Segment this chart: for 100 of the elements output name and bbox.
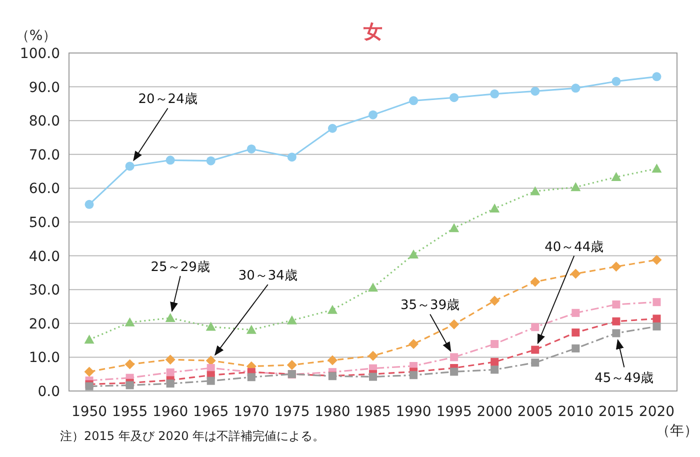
point: [490, 358, 499, 366]
point: [166, 156, 175, 165]
point: [206, 156, 216, 166]
point: [327, 304, 338, 314]
y-tick-label: 70.0: [28, 147, 60, 164]
point: [84, 366, 94, 377]
point: [368, 282, 378, 292]
point: [571, 84, 580, 93]
point: [206, 322, 216, 331]
x-tick-label: 1995: [436, 404, 472, 420]
x-tick-label: 1965: [193, 404, 229, 420]
point: [612, 329, 620, 338]
y-axis-title: （%）: [15, 28, 57, 44]
chart-title: 女: [362, 21, 382, 43]
x-tick-label: 2020: [638, 404, 675, 420]
point: [531, 323, 540, 332]
point: [531, 346, 540, 354]
point: [572, 308, 580, 317]
point: [572, 344, 580, 352]
point: [449, 223, 460, 232]
point: [124, 359, 135, 370]
point: [165, 354, 176, 365]
x-tick-label: 1985: [355, 404, 391, 420]
y-tick-label: 100.0: [20, 46, 60, 62]
y-tick-label: 20.0: [28, 316, 60, 332]
point: [410, 371, 418, 380]
x-tick-label: 2005: [517, 404, 553, 420]
point: [246, 144, 256, 154]
y-tick-label: 10.0: [28, 350, 60, 366]
point: [611, 172, 622, 182]
point: [247, 373, 256, 382]
x-tick-label: 1990: [396, 404, 432, 420]
point: [652, 322, 661, 330]
point: [286, 360, 297, 370]
point: [449, 319, 460, 330]
y-tick-label: 30.0: [28, 282, 60, 299]
x-axis-title: （年）: [656, 423, 698, 439]
point: [125, 162, 134, 171]
point: [572, 328, 580, 337]
point: [368, 350, 378, 361]
point: [369, 372, 377, 381]
point: [652, 164, 662, 173]
point: [490, 296, 500, 306]
point: [450, 368, 458, 376]
annotation: 35～39歳: [400, 298, 460, 314]
point: [206, 376, 215, 385]
x-tick-label: 2010: [558, 404, 594, 420]
point: [570, 182, 581, 192]
point: [652, 72, 662, 82]
point: [408, 249, 419, 258]
point: [327, 355, 338, 366]
y-tick-label: 0.0: [38, 384, 60, 400]
x-tick-label: 1960: [152, 404, 188, 420]
point: [328, 124, 337, 133]
point: [450, 93, 459, 102]
y-tick-label: 60.0: [28, 181, 60, 198]
y-tick-label: 40.0: [28, 248, 60, 265]
point: [652, 298, 661, 306]
point: [84, 334, 94, 344]
point: [612, 300, 620, 308]
annotation: 30～34歳: [238, 268, 298, 284]
point: [126, 381, 134, 390]
y-tick-label: 90.0: [28, 80, 60, 96]
point: [246, 324, 256, 334]
text: 注）2015 年及び 2020 年は不詳補完値による。: [60, 429, 325, 443]
point: [409, 96, 418, 106]
point: [611, 262, 622, 272]
point: [652, 254, 662, 265]
point: [286, 315, 297, 324]
x-tick-label: 1975: [274, 404, 310, 420]
point: [570, 268, 581, 279]
point: [612, 317, 620, 326]
annotation: 45～49歳: [594, 371, 654, 386]
x-tick-label: 1970: [234, 404, 270, 420]
point: [530, 86, 540, 96]
point: [652, 314, 661, 323]
point: [612, 76, 621, 86]
point: [490, 366, 499, 374]
point: [368, 110, 378, 120]
point: [530, 276, 540, 287]
point: [287, 152, 296, 162]
point: [166, 368, 174, 376]
x-tick-label: 2015: [598, 404, 634, 420]
point: [408, 339, 419, 350]
y-tick-label: 80.0: [28, 114, 60, 130]
x-tick-label: 1980: [314, 404, 350, 420]
point: [531, 358, 540, 367]
point: [490, 89, 500, 98]
x-tick-label: 1950: [71, 404, 108, 420]
point: [124, 317, 135, 326]
point: [450, 353, 458, 362]
annotation: 40～44歳: [544, 240, 604, 255]
annotation: 25～29歳: [150, 260, 210, 275]
point: [490, 203, 500, 212]
point: [490, 340, 499, 348]
x-tick-label: 2000: [476, 404, 512, 420]
point: [84, 200, 94, 209]
point: [166, 380, 174, 388]
y-tick-label: 50.0: [28, 215, 60, 231]
point: [530, 186, 540, 196]
